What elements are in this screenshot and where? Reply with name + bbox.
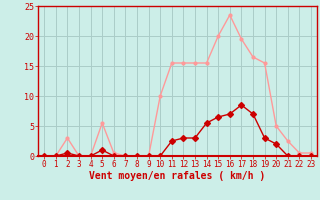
X-axis label: Vent moyen/en rafales ( km/h ): Vent moyen/en rafales ( km/h ) [90, 171, 266, 181]
